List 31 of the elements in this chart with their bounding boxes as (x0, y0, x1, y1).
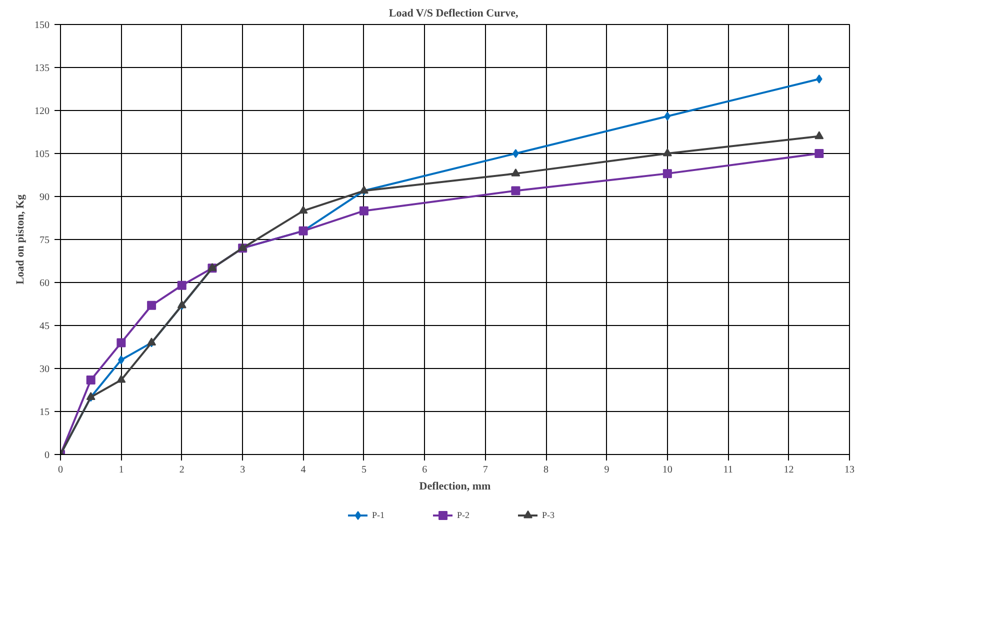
x-tick-label: 5 (361, 464, 366, 476)
y-tick-label: 135 (34, 63, 50, 74)
legend-label: P-1 (372, 510, 386, 520)
x-tick-label: 4 (300, 464, 306, 476)
y-tick-label: 0 (44, 450, 50, 461)
x-tick-label: 8 (544, 464, 549, 476)
y-tick-label: 90 (40, 192, 50, 203)
y-tick-label: 105 (34, 149, 50, 160)
y-tick-label: 45 (40, 321, 50, 332)
y-tick-label: 120 (34, 106, 50, 117)
legend-label: P-2 (457, 510, 471, 520)
x-tick-label: 3 (240, 464, 246, 476)
y-axis-title: Load on piston, Kg (14, 194, 26, 284)
y-tick-label: 60 (40, 278, 50, 289)
x-axis-title: Deflection, mm (419, 480, 491, 492)
x-tick-label: 10 (662, 464, 672, 476)
y-tick-label: 75 (40, 235, 50, 246)
x-tick-label: 1 (118, 464, 124, 476)
x-tick-label: 6 (422, 464, 428, 476)
chart-title: Load V/S Deflection Curve, (388, 8, 518, 20)
x-tick-label: 7 (482, 464, 488, 476)
x-tick-label: 0 (58, 464, 63, 476)
y-tick-label: 30 (40, 364, 50, 375)
x-tick-label: 9 (604, 464, 610, 476)
legend-label: P-3 (542, 510, 556, 520)
x-tick-label: 12 (784, 464, 794, 476)
y-tick-label: 15 (40, 407, 50, 418)
x-tick-label: 13 (844, 464, 854, 476)
x-tick-label: 11 (723, 464, 733, 476)
x-tick-label: 2 (179, 464, 184, 476)
y-tick-label: 150 (34, 20, 50, 31)
